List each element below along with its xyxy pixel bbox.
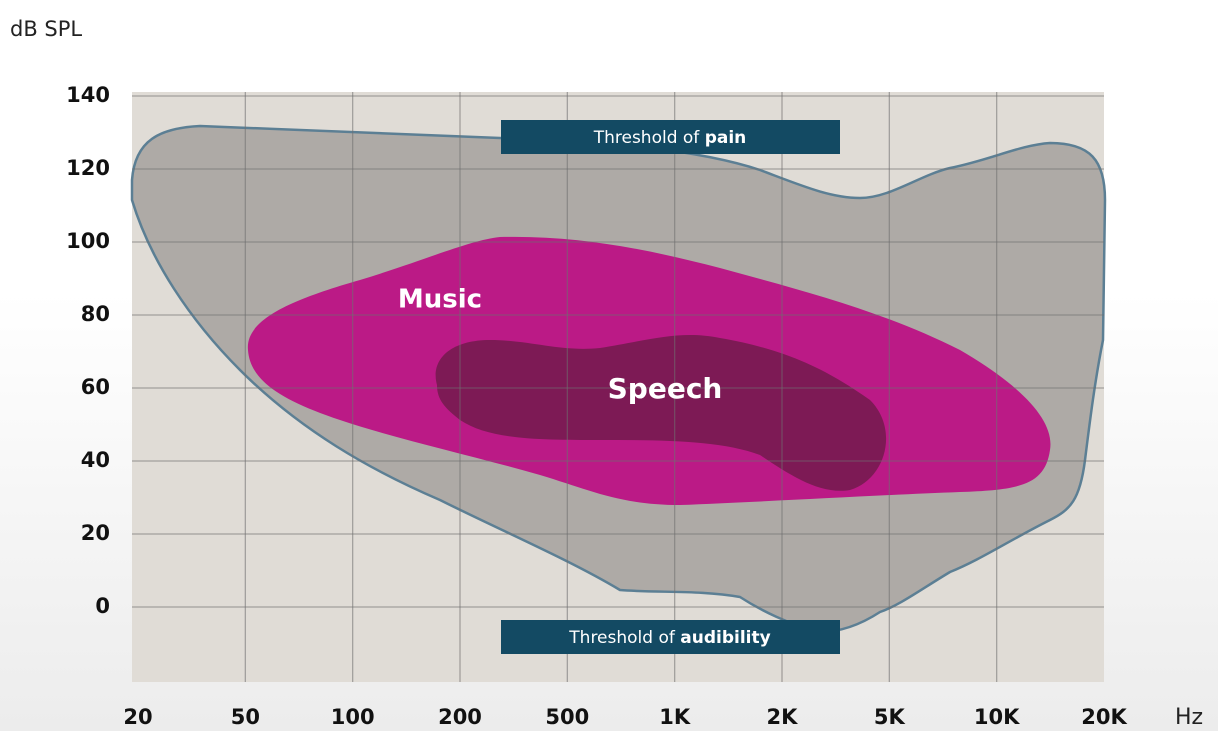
x-tick-label: 50 — [231, 705, 260, 729]
x-tick-label: 500 — [545, 705, 589, 729]
region-label: Music — [398, 285, 482, 315]
x-unit: Hz — [1175, 705, 1203, 730]
y-tick-label: 40 — [81, 448, 110, 472]
threshold-prefix: Threshold of — [593, 128, 701, 148]
threshold-box — [501, 120, 840, 154]
threshold-emphasis: pain — [705, 128, 747, 148]
x-tick-label: 20K — [1081, 705, 1127, 729]
threshold-emphasis: audibility — [680, 628, 770, 648]
x-tick-label: 5K — [874, 705, 906, 729]
speech-area — [435, 335, 887, 491]
y-tick-label: 80 — [81, 302, 110, 326]
threshold-label: Threshold of pain — [593, 128, 747, 148]
y-tick-label: 120 — [66, 156, 110, 180]
y-tick-label: 60 — [81, 375, 110, 399]
x-tick-label: 20 — [123, 705, 152, 729]
x-tick-label: 100 — [331, 705, 375, 729]
threshold-label: Threshold of audibility — [568, 628, 770, 648]
x-tick-label: 1K — [659, 705, 691, 729]
y-axis-label: dB SPL — [10, 17, 82, 41]
y-tick-label: 140 — [66, 83, 110, 107]
y-tick-label: 100 — [66, 229, 110, 253]
y-tick-label: 20 — [81, 521, 110, 545]
y-tick-label: 0 — [95, 594, 110, 618]
x-tick-label: 10K — [974, 705, 1020, 729]
threshold-box — [501, 620, 840, 654]
x-tick-label: 2K — [767, 705, 799, 729]
threshold-prefix: Threshold of — [568, 628, 676, 648]
x-tick-label: 200 — [438, 705, 482, 729]
region-label: Speech — [608, 372, 723, 405]
